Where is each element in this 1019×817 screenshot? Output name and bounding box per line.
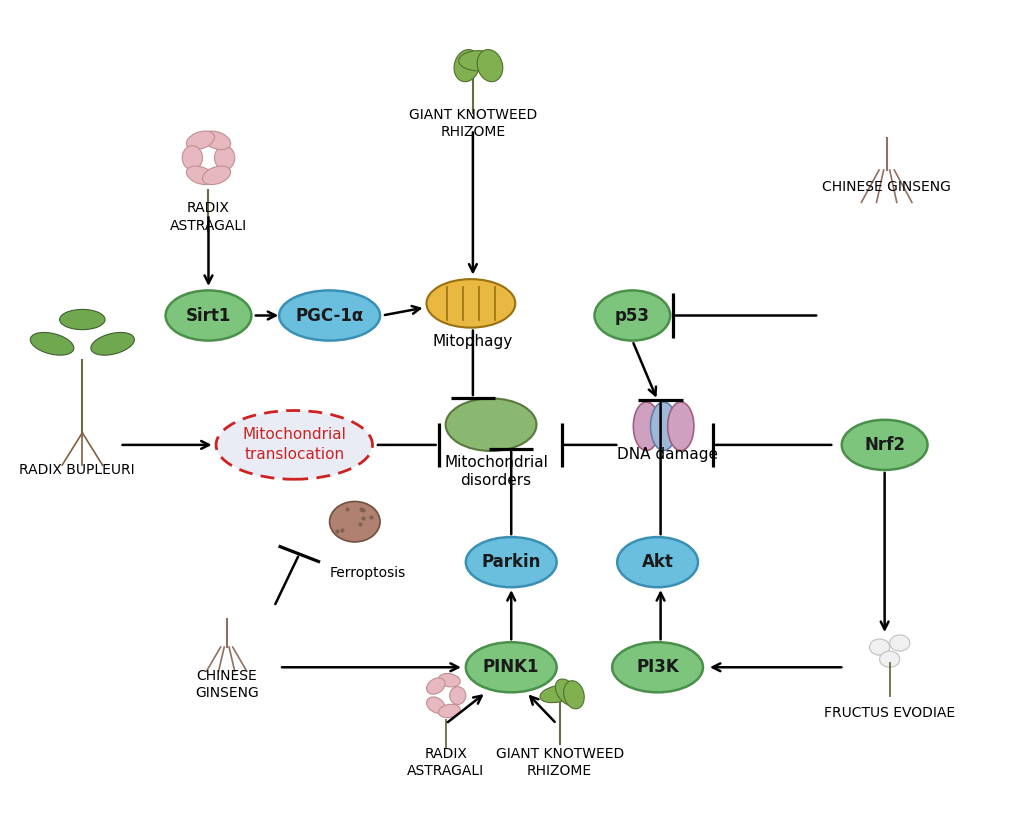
- Ellipse shape: [426, 697, 444, 713]
- Text: RADIX BUPLEURI: RADIX BUPLEURI: [19, 463, 135, 477]
- Text: CHINESE GINSENG: CHINESE GINSENG: [821, 181, 950, 194]
- Text: GIANT KNOTWEED
RHIZOME: GIANT KNOTWEED RHIZOME: [409, 108, 536, 139]
- Ellipse shape: [426, 279, 515, 328]
- Text: Parkin: Parkin: [481, 553, 540, 571]
- Text: PI3K: PI3K: [636, 659, 679, 676]
- Text: RADIX
ASTRAGALI: RADIX ASTRAGALI: [170, 202, 247, 233]
- Ellipse shape: [667, 402, 693, 450]
- Text: DNA damage: DNA damage: [616, 448, 717, 462]
- Ellipse shape: [633, 402, 659, 450]
- Text: PINK1: PINK1: [483, 659, 539, 676]
- Ellipse shape: [165, 290, 251, 341]
- Ellipse shape: [554, 679, 579, 706]
- Text: CHINESE
GINSENG: CHINESE GINSENG: [195, 669, 258, 700]
- Ellipse shape: [203, 166, 230, 185]
- Text: Mitochondrial
translocation: Mitochondrial translocation: [243, 427, 345, 462]
- Text: GIANT KNOTWEED
RHIZOME: GIANT KNOTWEED RHIZOME: [495, 747, 624, 778]
- Text: Ferroptosis: Ferroptosis: [329, 566, 406, 580]
- Ellipse shape: [216, 410, 372, 480]
- Text: Akt: Akt: [641, 553, 673, 571]
- Ellipse shape: [611, 642, 702, 692]
- Ellipse shape: [438, 704, 460, 717]
- Ellipse shape: [182, 145, 202, 170]
- Ellipse shape: [186, 166, 214, 185]
- Ellipse shape: [453, 50, 479, 82]
- Ellipse shape: [31, 333, 73, 355]
- Ellipse shape: [889, 635, 909, 651]
- Ellipse shape: [279, 290, 380, 341]
- Text: Nrf2: Nrf2: [863, 436, 904, 454]
- Ellipse shape: [459, 51, 498, 71]
- Ellipse shape: [91, 333, 135, 355]
- Text: PGC-1α: PGC-1α: [296, 306, 364, 324]
- Ellipse shape: [186, 131, 214, 150]
- Ellipse shape: [438, 673, 460, 687]
- Text: Mitochondrial
disorders: Mitochondrial disorders: [443, 454, 547, 489]
- Ellipse shape: [539, 685, 574, 703]
- Ellipse shape: [650, 402, 676, 450]
- Ellipse shape: [477, 50, 502, 82]
- Text: p53: p53: [614, 306, 649, 324]
- Ellipse shape: [203, 131, 230, 150]
- Ellipse shape: [445, 399, 536, 451]
- Ellipse shape: [449, 686, 466, 704]
- Ellipse shape: [594, 290, 669, 341]
- Text: Mitophagy: Mitophagy: [432, 334, 513, 349]
- Ellipse shape: [616, 537, 697, 587]
- Ellipse shape: [426, 678, 444, 694]
- Ellipse shape: [878, 651, 899, 667]
- Text: Sirt1: Sirt1: [185, 306, 231, 324]
- Text: RADIX
ASTRAGALI: RADIX ASTRAGALI: [407, 747, 484, 778]
- Ellipse shape: [841, 420, 926, 470]
- Ellipse shape: [466, 537, 556, 587]
- Ellipse shape: [466, 642, 556, 692]
- Ellipse shape: [564, 681, 584, 709]
- Ellipse shape: [59, 310, 105, 329]
- Ellipse shape: [868, 639, 889, 655]
- Text: FRUCTUS EVODIAE: FRUCTUS EVODIAE: [823, 706, 955, 720]
- Text: ✿: ✿: [200, 150, 216, 169]
- Ellipse shape: [329, 502, 380, 542]
- Ellipse shape: [214, 145, 234, 170]
